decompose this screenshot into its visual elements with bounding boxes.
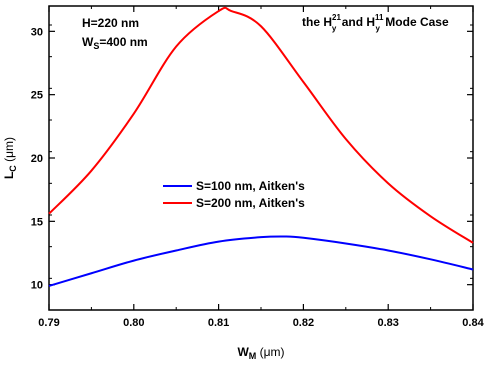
- mode-case-annotation: the H21 y and H11 y Mode Case: [302, 13, 449, 33]
- x-tick-label: 0.83: [377, 317, 398, 329]
- x-tick-label: 0.81: [208, 317, 229, 329]
- series-layer: [48, 6, 474, 287]
- plot-frame: [48, 5, 474, 311]
- y-axis-label: LC (μm): [2, 137, 18, 179]
- legend-label-s200: S=200 nm, Aitken's: [196, 196, 305, 210]
- x-tick-label: 0.84: [462, 317, 484, 329]
- param-ws: WS=400 nm: [82, 35, 148, 51]
- param-height: H=220 nm: [82, 16, 139, 30]
- y-tick-label: 30: [31, 26, 43, 38]
- x-axis-label: WM (μm): [237, 345, 284, 361]
- x-tick-label: 0.80: [123, 317, 144, 329]
- y-tick-label: 15: [31, 216, 43, 228]
- series-line-s100: [48, 235, 474, 287]
- x-tick-label: 0.82: [293, 317, 314, 329]
- legend-label-s100: S=100 nm, Aitken's: [196, 179, 305, 193]
- y-tick-label: 10: [31, 280, 43, 292]
- x-tick-label: 0.79: [38, 317, 59, 329]
- ticks-layer: 0.79 0.80 0.81 0.82 0.83 0.84 10 15 20 25 30: [31, 6, 485, 329]
- series-line-s200: [48, 6, 474, 244]
- legend: S=100 nm, Aitken's S=200 nm, Aitken's: [163, 179, 305, 210]
- y-tick-label: 25: [31, 90, 43, 102]
- y-tick-label: 20: [31, 153, 43, 165]
